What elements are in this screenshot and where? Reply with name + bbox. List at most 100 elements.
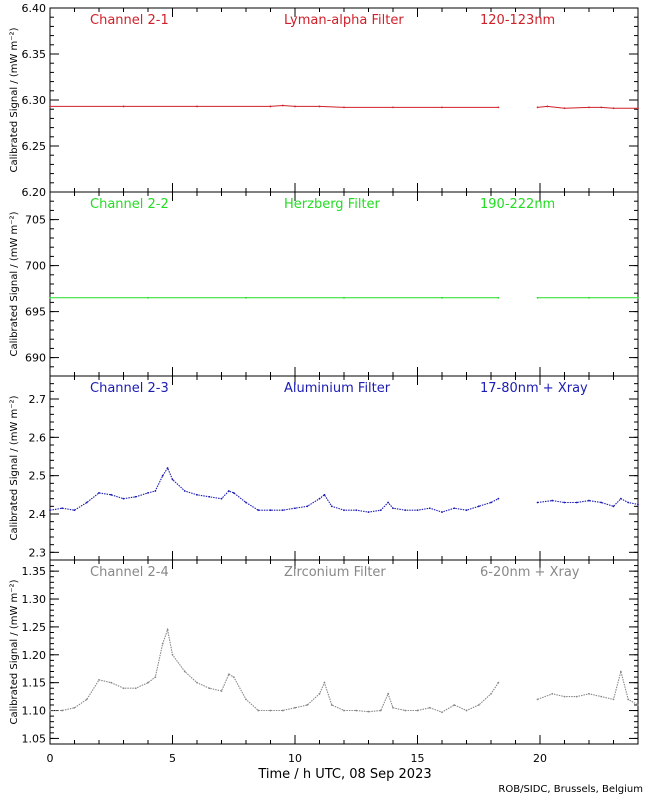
x-tick-label: 0	[47, 752, 54, 765]
panel-1: 6.20 6.25 6.30 6.35 6.40 Calibrated Signal / …	[9, 2, 639, 199]
data-point	[134, 495, 137, 498]
series-line-1	[50, 627, 499, 713]
data-point	[49, 509, 51, 512]
data-point	[318, 497, 321, 500]
x-tick-label: 5	[169, 752, 176, 765]
data-point	[367, 511, 370, 513]
y-tick-label: 1.15	[22, 677, 47, 690]
data-point	[536, 106, 539, 109]
channel-label: Channel 2-3	[90, 381, 169, 396]
data-point	[171, 478, 174, 481]
data-point	[600, 106, 603, 109]
data-point	[343, 296, 345, 299]
data-point	[257, 709, 260, 712]
data-point	[110, 681, 113, 684]
data-point	[416, 709, 419, 712]
y-tick-label: 6.30	[22, 94, 47, 107]
panels-group: 6.20 6.25 6.30 6.35 6.40 Calibrated Signal / …	[9, 2, 639, 765]
data-point	[196, 105, 198, 108]
data-point	[387, 692, 389, 695]
y-tick-label: 705	[25, 214, 46, 227]
data-point	[465, 709, 468, 712]
panel-frame	[49, 375, 639, 561]
data-point	[73, 706, 76, 709]
data-point	[343, 709, 345, 712]
data-point	[49, 105, 51, 108]
panel-frame	[49, 191, 639, 377]
data-point	[465, 509, 468, 512]
x-tick-label: 15	[411, 752, 425, 765]
series-line-1	[49, 466, 499, 513]
data-point	[323, 681, 326, 684]
y-tick-label: 690	[25, 352, 46, 365]
band-label: 6-20nm + Xray	[480, 565, 580, 580]
data-point	[428, 706, 431, 709]
data-point	[563, 107, 566, 110]
data-point	[600, 501, 603, 504]
data-point	[637, 704, 639, 706]
data-point	[98, 678, 100, 681]
data-point	[257, 509, 260, 512]
data-point	[612, 698, 615, 701]
data-point	[269, 709, 272, 712]
data-point	[588, 106, 590, 109]
data-point	[441, 711, 443, 714]
y-tick-label: 1.25	[22, 621, 47, 634]
data-point	[588, 296, 590, 299]
data-point	[627, 501, 630, 504]
data-point	[330, 704, 333, 706]
channel-label: Channel 2-1	[90, 13, 169, 28]
data-point	[404, 709, 407, 712]
y-tick-label: 2.4	[29, 508, 47, 521]
x-tick-label: 10	[288, 752, 302, 765]
y-tick-label: 700	[25, 260, 46, 273]
data-point	[196, 681, 198, 684]
data-point	[536, 501, 539, 504]
data-point	[98, 492, 100, 494]
data-point	[227, 673, 230, 676]
series-line-2	[537, 105, 638, 109]
data-point	[497, 296, 500, 299]
data-point	[245, 296, 247, 299]
data-point	[85, 698, 88, 701]
y-tick-label: 1.10	[22, 705, 47, 718]
data-point	[227, 490, 230, 492]
data-point	[61, 507, 64, 510]
y-tick-label: 1.05	[22, 732, 47, 745]
credit-text: ROB/SIDC, Brussels, Belgium	[498, 784, 643, 795]
data-point	[551, 499, 554, 502]
panel-2: 690 695 700 705 Calibrated Signal / (mW m⁻²)…	[9, 191, 639, 377]
y-tick-label: 2.5	[29, 470, 47, 483]
data-point	[367, 710, 370, 713]
data-point	[183, 670, 186, 673]
data-point	[171, 653, 174, 656]
data-point	[477, 505, 480, 508]
data-point	[575, 695, 578, 698]
data-point	[355, 709, 358, 712]
data-point	[379, 709, 382, 712]
data-point	[61, 709, 64, 712]
data-point	[392, 706, 394, 709]
data-point	[404, 509, 407, 512]
data-point	[208, 687, 211, 690]
data-point	[154, 676, 157, 678]
band-label: 120-123nm	[480, 13, 555, 28]
data-point	[306, 704, 309, 706]
data-point	[318, 105, 321, 108]
data-point	[166, 467, 169, 469]
data-point	[85, 501, 88, 504]
data-point	[588, 692, 590, 695]
y-axis-label: Calibrated Signal / (mW m⁻²)	[9, 395, 20, 540]
y-tick-label: 6.40	[22, 2, 47, 15]
data-point	[546, 105, 549, 108]
data-point	[147, 296, 149, 299]
data-point	[490, 692, 492, 695]
data-point	[637, 503, 639, 506]
y-axis-label: Calibrated Signal / (mW m⁻²)	[9, 211, 20, 356]
data-point	[637, 107, 639, 110]
data-point	[294, 507, 296, 510]
data-point	[563, 695, 566, 698]
data-point	[161, 642, 164, 645]
y-axis-label: Calibrated Signal / (mW m⁻²)	[9, 579, 20, 724]
